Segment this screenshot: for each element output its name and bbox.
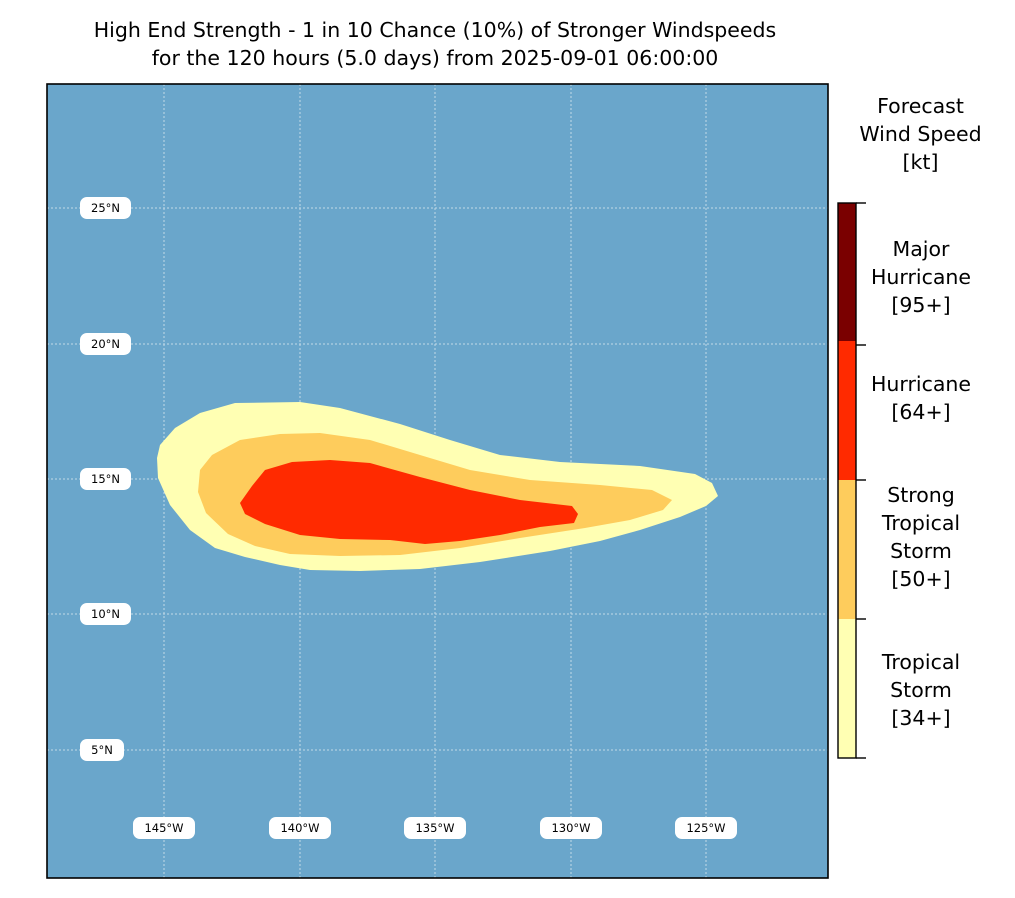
title-line-1: High End Strength - 1 in 10 Chance (10%)…	[93, 18, 777, 42]
lat-label-15n-text: 15°N	[91, 472, 120, 486]
latitude-labels: 25°N 20°N 15°N 10°N 5°N	[80, 197, 131, 761]
lat-label-25n-text: 25°N	[91, 201, 120, 215]
lon-label-145w-text: 145°W	[144, 821, 183, 835]
lon-label-140w-text: 140°W	[280, 821, 319, 835]
lat-label-5n: 5°N	[80, 739, 124, 761]
hurricane-label-line-1: Hurricane	[870, 372, 972, 396]
colorbar-ticks	[856, 202, 866, 759]
strong-tropical-storm-label-line-4: [50+]	[891, 567, 951, 591]
lat-label-20n: 20°N	[80, 333, 131, 355]
strong-tropical-storm-label-line-2: Tropical	[881, 511, 961, 535]
lon-label-145w: 145°W	[133, 817, 195, 839]
lon-label-140w: 140°W	[269, 817, 331, 839]
colorbar-label-hurricane: Hurricane [64+]	[850, 370, 992, 426]
hurricane-swath	[240, 460, 578, 544]
colorbar-segment-hurricane	[838, 341, 856, 480]
lat-label-20n-text: 20°N	[91, 337, 120, 351]
map-frame	[46, 83, 829, 879]
lon-label-130w-text: 130°W	[551, 821, 590, 835]
lon-label-125w: 125°W	[675, 817, 737, 839]
lat-label-25n: 25°N	[80, 197, 131, 219]
lon-label-135w-text: 135°W	[415, 821, 454, 835]
lat-label-10n-text: 10°N	[91, 607, 120, 621]
colorbar-segment-strong-tropical-storm	[838, 480, 856, 619]
strong-tropical-storm-label-line-1: Strong	[887, 483, 955, 507]
colorbar	[837, 202, 866, 759]
title-line-2: for the 120 hours (5.0 days) from 2025-0…	[151, 46, 719, 70]
major-hurricane-label-line-3: [95+]	[891, 293, 951, 317]
map-title: High End Strength - 1 in 10 Chance (10%)…	[0, 16, 870, 72]
tropical-storm-label-line-2: Storm	[890, 678, 952, 702]
major-hurricane-label-line-2: Hurricane	[870, 265, 972, 289]
tropical-storm-label-line-3: [34+]	[891, 706, 951, 730]
major-hurricane-label-line-1: Major	[892, 237, 950, 261]
longitude-labels: 145°W 140°W 135°W 130°W 125°W	[133, 817, 737, 839]
lat-label-10n: 10°N	[80, 603, 131, 625]
lat-label-5n-text: 5°N	[91, 743, 113, 757]
colorbar-label-strong-tropical-storm: Strong Tropical Storm [50+]	[850, 481, 992, 593]
tropical-storm-label-line-1: Tropical	[881, 650, 961, 674]
colorbar-title: Forecast Wind Speed [kt]	[828, 92, 1013, 176]
colorbar-title-line-3: [kt]	[902, 150, 939, 174]
lon-label-130w: 130°W	[540, 817, 602, 839]
colorbar-label-tropical-storm: Tropical Storm [34+]	[850, 648, 992, 732]
colorbar-segment-major-hurricane	[838, 203, 856, 341]
colorbar-title-line-2: Wind Speed	[859, 122, 982, 146]
lat-label-15n: 15°N	[80, 468, 131, 490]
lon-label-125w-text: 125°W	[686, 821, 725, 835]
hurricane-label-line-2: [64+]	[891, 400, 951, 424]
colorbar-segment-tropical-storm	[838, 619, 856, 758]
strong-tropical-storm-label-line-3: Storm	[890, 539, 952, 563]
colorbar-label-major-hurricane: Major Hurricane [95+]	[850, 235, 992, 319]
lon-label-135w: 135°W	[404, 817, 466, 839]
colorbar-title-line-1: Forecast	[877, 94, 964, 118]
